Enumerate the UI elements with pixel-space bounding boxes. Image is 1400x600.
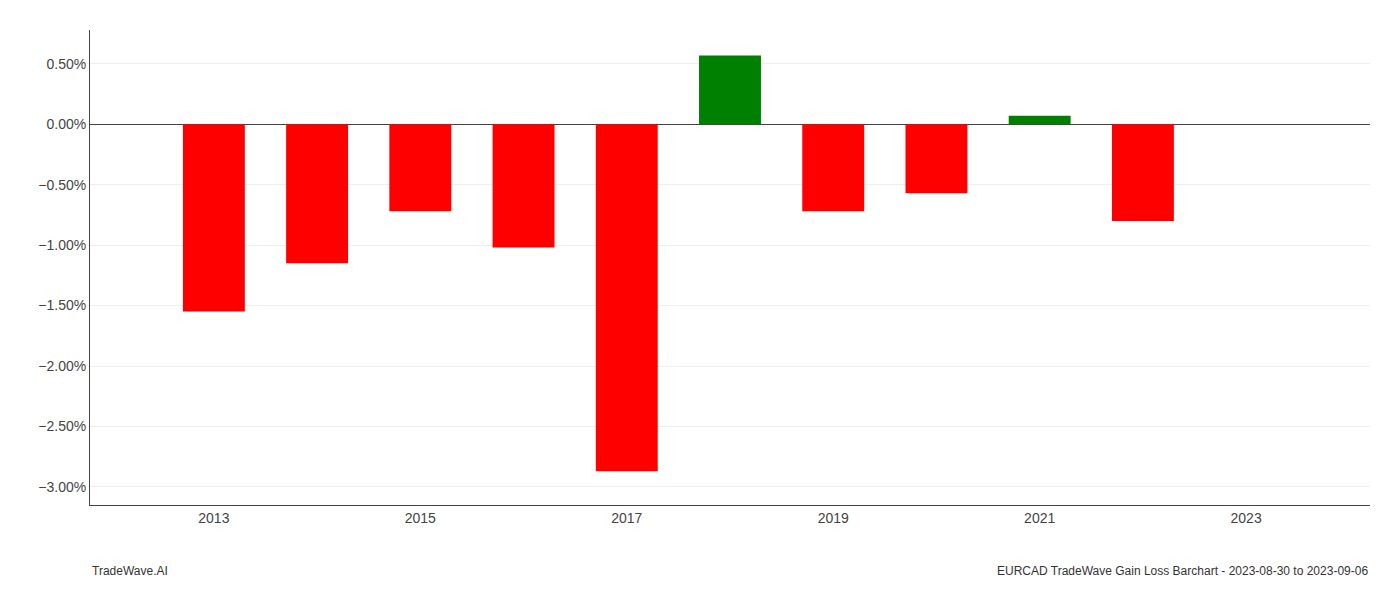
svg-text:−3.00%: −3.00% <box>38 479 86 495</box>
svg-text:2023: 2023 <box>1231 510 1262 526</box>
svg-text:EURCAD TradeWave Gain Loss Bar: EURCAD TradeWave Gain Loss Barchart - 20… <box>997 564 1368 578</box>
svg-text:−1.50%: −1.50% <box>38 297 86 313</box>
svg-text:2021: 2021 <box>1024 510 1055 526</box>
svg-text:−2.00%: −2.00% <box>38 358 86 374</box>
svg-text:−0.50%: −0.50% <box>38 177 86 193</box>
svg-text:2013: 2013 <box>198 510 229 526</box>
svg-text:−2.50%: −2.50% <box>38 418 86 434</box>
svg-text:2019: 2019 <box>818 510 849 526</box>
svg-text:2015: 2015 <box>405 510 436 526</box>
svg-text:2017: 2017 <box>611 510 642 526</box>
svg-text:0.00%: 0.00% <box>46 116 86 132</box>
svg-text:0.50%: 0.50% <box>46 56 86 72</box>
svg-text:−1.00%: −1.00% <box>38 237 86 253</box>
svg-text:TradeWave.AI: TradeWave.AI <box>92 564 168 578</box>
